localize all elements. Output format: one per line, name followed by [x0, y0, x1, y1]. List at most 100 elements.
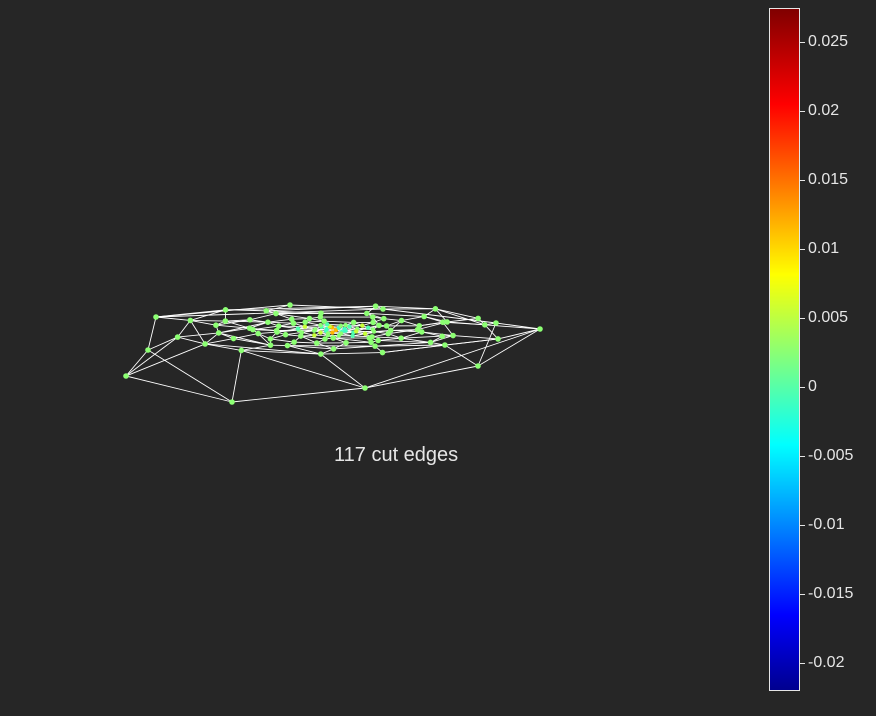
graph-edge: [231, 387, 366, 403]
graph-edge: [375, 305, 436, 310]
graph-edge: [190, 319, 226, 322]
graph-edge: [378, 340, 431, 343]
graph-edge: [372, 336, 402, 339]
graph-edge: [204, 332, 220, 345]
graph-edge: [357, 328, 373, 331]
graph-node: [313, 327, 318, 332]
graph-node: [343, 339, 349, 346]
graph-edge: [477, 322, 497, 367]
graph-node: [439, 333, 446, 340]
graph-node: [371, 329, 377, 334]
graph-edge: [190, 319, 217, 326]
graph-edge: [442, 321, 485, 326]
graph-node: [187, 317, 194, 324]
graph-node: [275, 323, 282, 329]
graph-edge: [287, 345, 334, 350]
graph-edge: [419, 321, 443, 327]
graph-edge: [218, 332, 271, 346]
graph-edge: [155, 316, 191, 321]
graph-node: [336, 333, 342, 338]
colorbar-tick-label: -0.01: [808, 516, 845, 534]
graph-node: [444, 319, 450, 325]
colorbar-tick-mark: [800, 318, 805, 320]
graph-edge: [270, 338, 295, 343]
colorbar-tick-mark: [800, 456, 805, 458]
graph-node: [263, 307, 270, 314]
graph-edge: [147, 316, 157, 351]
graph-edge: [278, 325, 305, 328]
graph-edge: [383, 318, 402, 321]
colorbar-tick-mark: [800, 42, 805, 44]
graph-node: [273, 327, 280, 334]
colorbar-tick-mark: [800, 111, 805, 113]
graph-node: [350, 333, 355, 339]
graph-node: [432, 306, 439, 312]
colorbar: [769, 8, 800, 691]
graph-node: [265, 319, 271, 326]
graph-edge: [447, 317, 479, 323]
graph-edge: [147, 336, 178, 351]
graph-edge: [231, 350, 242, 403]
graph-edge: [364, 328, 541, 389]
graph-edge: [205, 343, 321, 355]
graph-node: [353, 329, 359, 334]
graph-node: [255, 330, 261, 337]
graph-node: [372, 303, 379, 309]
graph-edge: [401, 316, 425, 321]
graph-node: [229, 399, 235, 405]
graph-edge: [378, 337, 402, 341]
graph-node: [321, 318, 327, 324]
graph-node: [330, 330, 335, 335]
graph-node: [222, 318, 229, 324]
graph-node: [372, 343, 378, 349]
graph-edge: [155, 309, 226, 318]
graph-node: [213, 322, 219, 328]
graph-edge: [225, 305, 376, 311]
graph-edge: [484, 324, 499, 340]
graph-node: [442, 342, 448, 348]
graph-node: [347, 324, 352, 329]
graph-node: [450, 332, 456, 339]
graph-edge: [300, 335, 317, 344]
graph-node: [482, 322, 488, 328]
graph-node: [380, 306, 386, 312]
colorbar-tick-label: 0: [808, 378, 817, 396]
graph-node: [317, 351, 324, 357]
colorbar-tick-label: 0.005: [808, 309, 849, 327]
graph-edge: [333, 345, 376, 350]
graph-edge: [225, 320, 250, 329]
graph-node: [284, 342, 291, 349]
graph-edge: [249, 313, 277, 321]
colorbar-tick-label: 0.01: [808, 240, 840, 258]
graph-node: [383, 323, 390, 329]
graph-edge: [304, 324, 321, 328]
graph-node: [362, 331, 368, 336]
graph-edge: [241, 344, 271, 351]
graph-node: [381, 315, 387, 322]
graph-edge: [205, 338, 234, 345]
graph-node: [230, 335, 237, 342]
graph-edge: [287, 345, 376, 347]
graph-edge: [267, 318, 292, 323]
graph-edge: [155, 308, 384, 318]
graph-node: [325, 322, 330, 327]
graph-edge: [364, 365, 479, 389]
graph-node: [362, 385, 368, 391]
graph-node: [222, 307, 229, 313]
graph-edge: [287, 345, 321, 355]
graph-edge: [267, 321, 294, 324]
graph-edge: [177, 336, 206, 345]
graph-node: [421, 313, 427, 320]
graph-edge: [125, 349, 149, 377]
colorbar-tick-label: -0.005: [808, 447, 854, 465]
graph-edge: [421, 331, 443, 337]
graph-edge: [401, 337, 431, 343]
graph-node: [360, 323, 365, 328]
graph-node: [330, 335, 337, 341]
graph-edge: [320, 353, 366, 389]
colorbar-tick-mark: [800, 249, 805, 251]
graph-edge: [225, 320, 268, 323]
graph-node: [153, 314, 159, 320]
graph-edge: [495, 322, 541, 330]
